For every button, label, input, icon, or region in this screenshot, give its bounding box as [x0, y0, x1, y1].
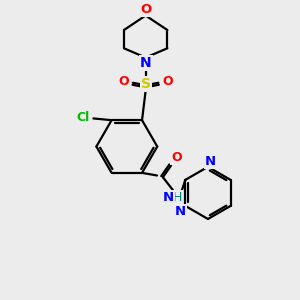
Text: N: N: [175, 205, 186, 218]
Text: N: N: [163, 191, 174, 204]
Text: O: O: [140, 3, 151, 16]
Text: S: S: [141, 77, 151, 91]
Text: O: O: [118, 75, 129, 88]
Text: O: O: [172, 151, 182, 164]
Text: N: N: [205, 155, 216, 168]
Text: O: O: [163, 75, 173, 88]
Text: H: H: [173, 191, 182, 204]
Text: N: N: [140, 56, 152, 70]
Text: Cl: Cl: [76, 111, 89, 124]
